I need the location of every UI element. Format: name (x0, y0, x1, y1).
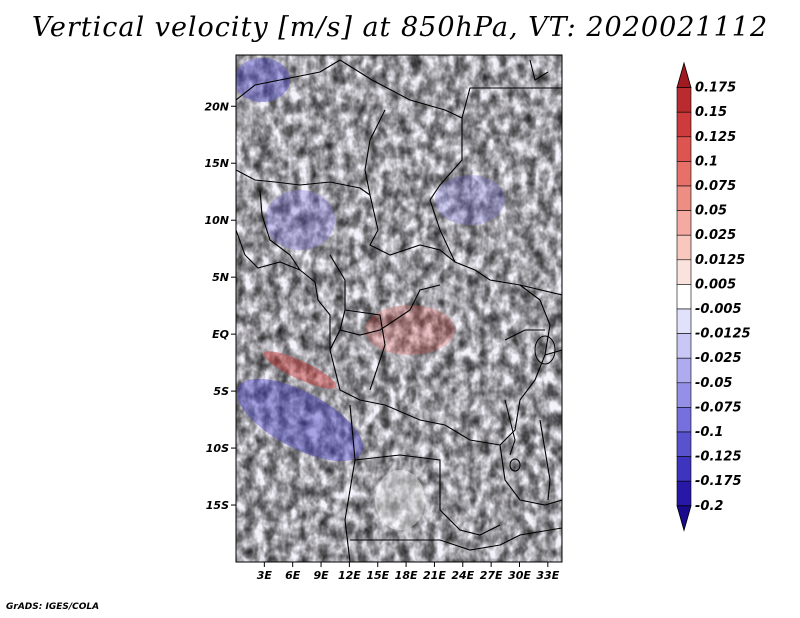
colorbar-swatch (676, 259, 692, 285)
lon-tick-label: 12E (338, 569, 361, 582)
lon-tick-label: 3E (257, 569, 273, 582)
border-line (314, 281, 331, 350)
border-line (350, 527, 562, 551)
border-line (369, 229, 562, 296)
colorbar-swatch (676, 185, 692, 211)
lake (504, 399, 516, 456)
colorbar-swatch (676, 407, 692, 433)
field-blue-region (265, 190, 335, 250)
colorbar-label: -0.025 (695, 351, 742, 366)
colorbar-top-arrow (676, 61, 692, 88)
colorbar-label: -0.2 (695, 499, 723, 514)
field-blue-region (236, 378, 364, 462)
longitude-axis: 3E 6E 9E 12E 15E 18E 21E 24E 27E 30E 33E (257, 562, 560, 582)
colorbar-label: -0.0125 (695, 327, 751, 342)
field-white-region (375, 470, 425, 530)
latitude-axis: 20N 15N 10N 5N EQ 5S 10S 15S (204, 100, 236, 512)
lon-tick-label: 9E (313, 569, 329, 582)
lon-tick-label: 24E (451, 569, 474, 582)
colorbar-bottom-arrow (676, 505, 692, 532)
border-line (329, 254, 441, 336)
lon-tick-label: 33E (536, 569, 559, 582)
border-line (499, 284, 551, 446)
colorbar-swatch (676, 382, 692, 408)
border-line (344, 404, 356, 562)
colorbar-swatch (676, 456, 692, 482)
colorbar-swatch (676, 87, 692, 113)
colorbar-label: -0.1 (695, 425, 723, 440)
lat-tick-label: 10S (206, 442, 229, 455)
border-line (354, 454, 501, 536)
colorbar-swatch (676, 431, 692, 457)
colorbar-label: 0.1 (695, 154, 718, 169)
colorbar-label: 0.0125 (695, 253, 745, 268)
colorbar-label: 0.075 (695, 179, 736, 194)
border-line (539, 419, 551, 501)
colorbar-swatch (676, 161, 692, 187)
colorbar-label: 0.025 (695, 228, 736, 243)
border-line (236, 169, 379, 231)
field-blue-region (236, 58, 290, 102)
colorbar-swatch (676, 234, 692, 261)
colorbar-label: 0.005 (695, 277, 736, 292)
lat-tick-label: 20N (204, 100, 229, 113)
colorbar-swatch (676, 210, 692, 236)
colorbar-swatch (676, 111, 692, 138)
lat-tick-label: 5S (213, 385, 229, 398)
lat-tick-label: EQ (212, 328, 229, 341)
colorbar-swatch (676, 284, 692, 310)
border-line (259, 189, 316, 283)
lon-tick-label: 15E (366, 569, 389, 582)
colorbar: 0.175 0.15 0.125 0.1 0.075 0.05 0.025 0.0125 0.0… (676, 61, 751, 532)
field-red-region (365, 305, 455, 355)
colorbar-label: -0.175 (695, 474, 742, 489)
lon-tick-label: 21E (423, 569, 446, 582)
field-blue-noise (236, 55, 562, 562)
colorbar-label: -0.005 (695, 302, 742, 317)
border-line (344, 309, 386, 391)
colorbar-label: 0.05 (695, 204, 727, 219)
border-line (236, 59, 341, 101)
border-line (529, 59, 549, 81)
footer-credit: GrADS: IGES/COLA (6, 602, 100, 612)
lon-tick-label: 27E (480, 569, 503, 582)
colorbar-swatch (676, 308, 692, 334)
border-line (499, 444, 562, 506)
lake (509, 458, 521, 472)
colorbar-label: -0.075 (695, 400, 742, 415)
lakes (504, 335, 556, 472)
lat-tick-label: 10N (204, 214, 229, 227)
colorbar-swatch (676, 333, 692, 359)
border-line (339, 59, 463, 201)
lat-tick-label: 15N (204, 157, 229, 170)
lake (534, 335, 556, 365)
lon-tick-label: 30E (508, 569, 531, 582)
field-blue-region (435, 175, 505, 225)
border-line (544, 349, 562, 356)
country-borders (236, 59, 562, 562)
lat-tick-label: 5N (212, 271, 229, 284)
colorbar-label: 0.15 (695, 105, 727, 120)
map-panel (236, 55, 562, 562)
colorbar-label: -0.05 (695, 376, 732, 391)
border-line (429, 199, 456, 263)
colorbar-label: 0.175 (695, 81, 736, 96)
lon-tick-label: 18E (395, 569, 418, 582)
colorbar-label: -0.125 (695, 450, 742, 465)
colorbar-swatch (676, 357, 692, 384)
border-line (461, 87, 562, 119)
field-red-region (263, 351, 337, 389)
chart-title: Vertical velocity [m/s] at 850hPa, VT: 2… (31, 12, 769, 43)
border-line (364, 109, 386, 196)
border-line (236, 229, 301, 271)
map-frame (235, 54, 563, 563)
colorbar-label: 0.125 (695, 130, 736, 145)
lon-tick-label: 6E (285, 569, 301, 582)
colorbar-swatch (676, 480, 692, 507)
border-line (504, 329, 545, 341)
lat-tick-label: 15S (206, 499, 229, 512)
border-line (329, 329, 501, 446)
colorbar-swatch (676, 136, 692, 162)
